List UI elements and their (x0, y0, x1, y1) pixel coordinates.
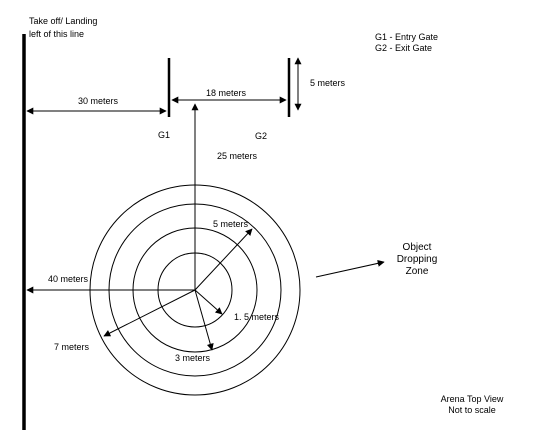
gate-g2-label: G2 (255, 131, 267, 141)
radius-1-5-label: 1. 5 meters (234, 312, 280, 322)
zone-arrow (315, 259, 385, 278)
zone-label-line3: Zone (406, 266, 429, 277)
zone-label-line2: Dropping (397, 254, 438, 265)
takeoff-label-line2: left of this line (29, 29, 84, 39)
radius-7-label: 7 meters (54, 342, 90, 352)
radius-5-label: 5 meters (213, 219, 249, 229)
takeoff-label-line1: Take off/ Landing (29, 16, 97, 26)
zone-label-line1: Object (403, 242, 432, 253)
dim-5-gate-label: 5 meters (310, 78, 346, 88)
radius-3-label: 3 meters (175, 353, 211, 363)
footer-line2: Not to scale (448, 405, 496, 415)
dim-40-label: 40 meters (48, 274, 89, 284)
dim-25-label: 25 meters (217, 151, 258, 161)
dim-30-label: 30 meters (78, 96, 119, 106)
legend-g1: G1 - Entry Gate (375, 32, 438, 42)
dim-18-label: 18 meters (206, 88, 247, 98)
radius-1-5-arrow (194, 289, 223, 315)
legend-g2: G2 - Exit Gate (375, 43, 432, 53)
footer-line1: Arena Top View (441, 394, 504, 404)
radius-7-arrow (103, 289, 196, 337)
gate-g1-label: G1 (158, 130, 170, 140)
radius-3-arrow (194, 289, 214, 351)
radius-5-arrow (194, 228, 253, 291)
